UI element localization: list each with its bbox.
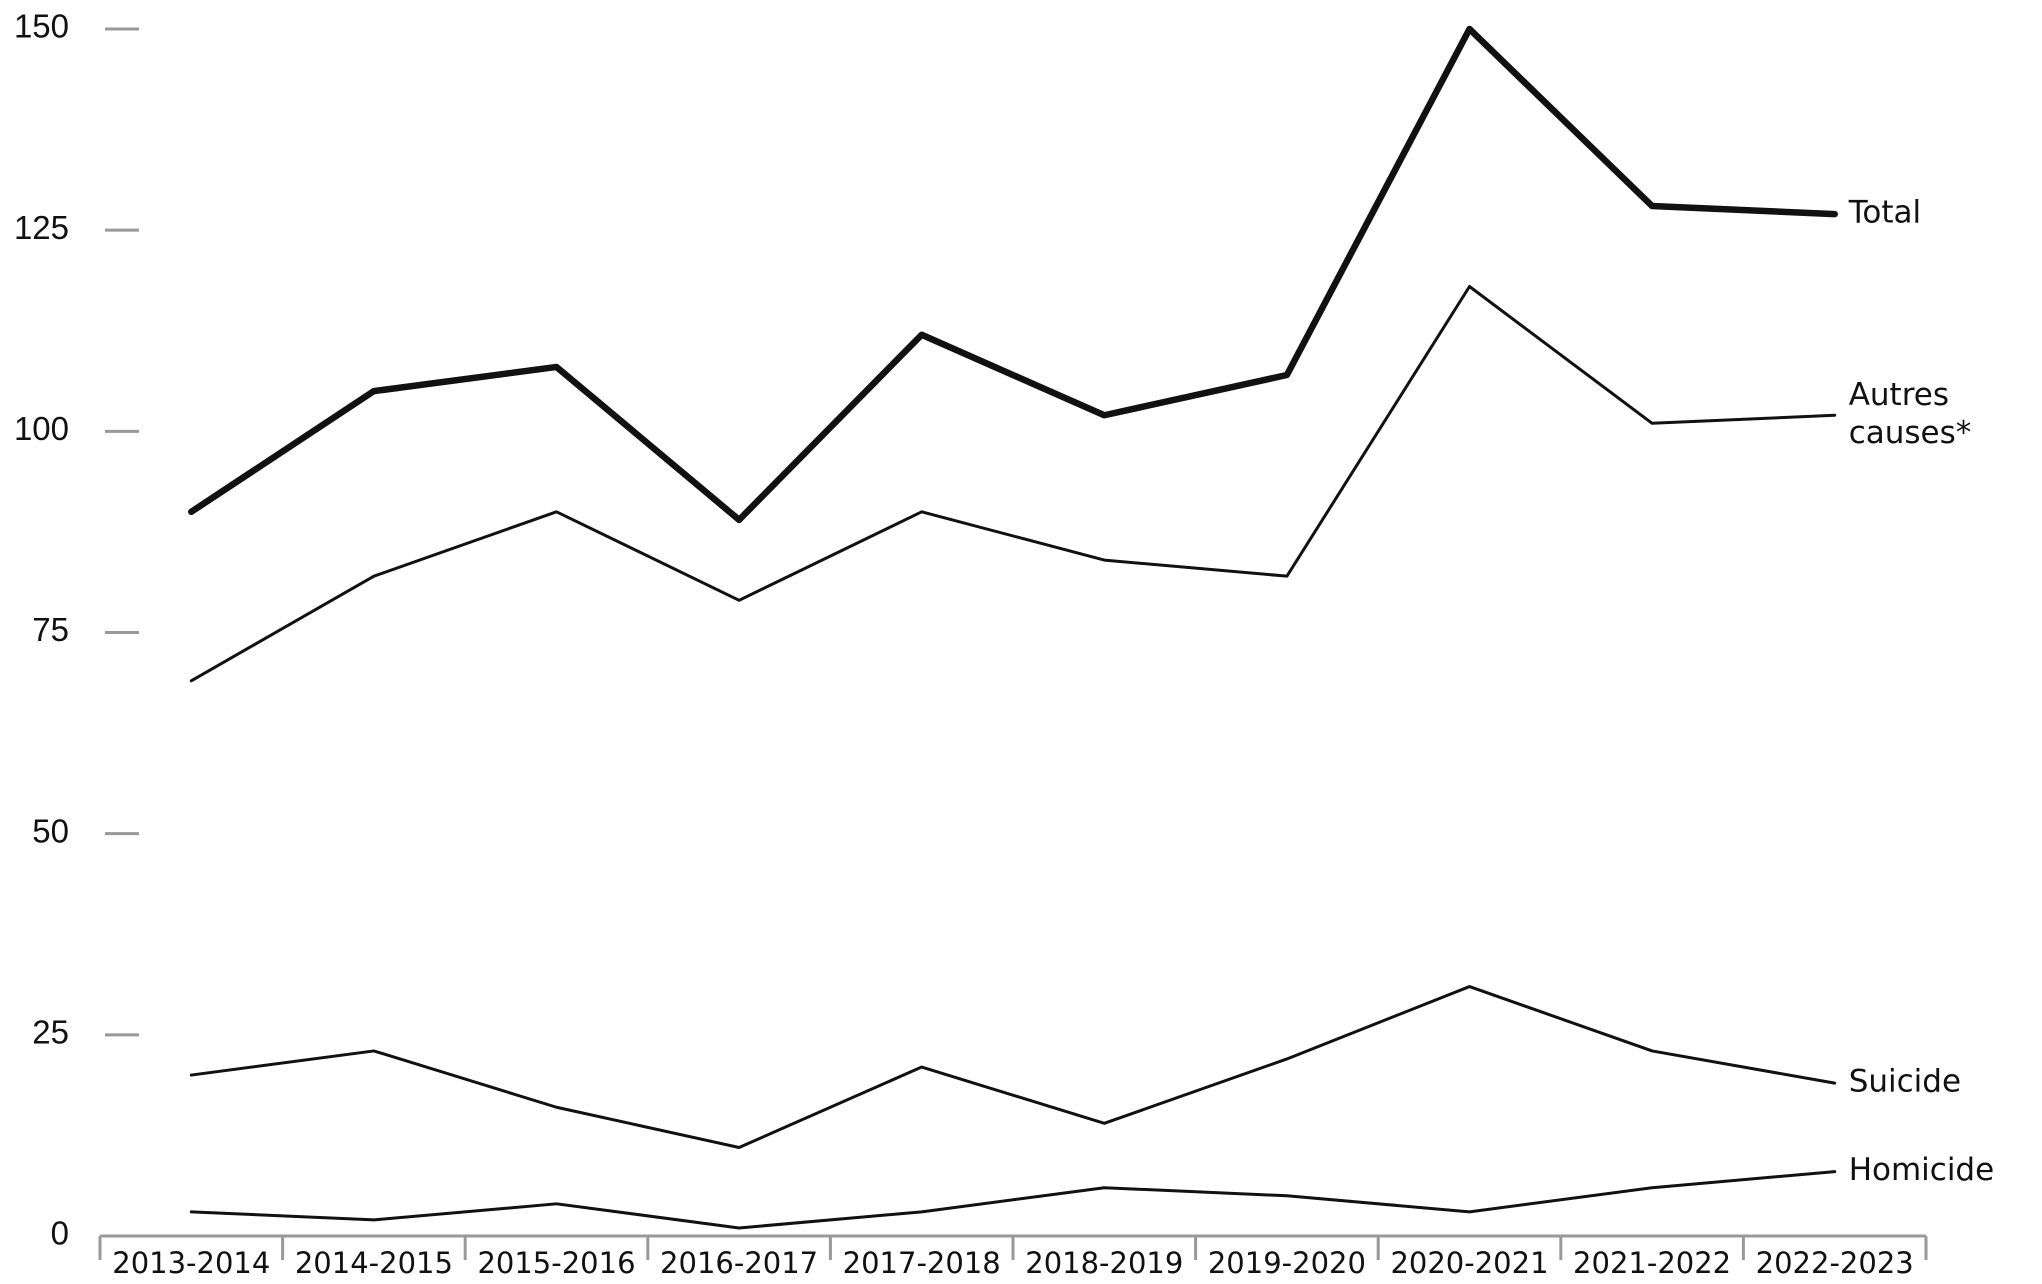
- series-line: [189, 1170, 1837, 1230]
- x-tick-label: 2013-2014: [112, 1246, 270, 1280]
- x-tick-label: 2016-2017: [660, 1246, 818, 1280]
- y-tick-label: 75: [32, 611, 69, 648]
- x-tick-label: 2015-2016: [477, 1246, 635, 1280]
- x-tick-label: 2014-2015: [295, 1246, 453, 1280]
- series-label: Homicide: [1849, 1152, 1995, 1188]
- series-line: [189, 284, 1837, 683]
- series-label: Total: [1848, 195, 1921, 231]
- x-tick-label: 2017-2018: [843, 1246, 1001, 1280]
- x-tick-label: 2019-2020: [1208, 1246, 1366, 1280]
- series-line: [188, 25, 1838, 524]
- y-tick-label: 0: [51, 1215, 69, 1252]
- series-label: Autres causes*: [1849, 377, 1972, 451]
- series-label: Suicide: [1849, 1064, 1961, 1100]
- y-tick-label: 100: [14, 410, 69, 447]
- x-tick-label: 2022-2023: [1756, 1246, 1914, 1280]
- x-tick-label: 2021-2022: [1573, 1246, 1731, 1280]
- series-line: [189, 985, 1837, 1149]
- y-tick-label: 150: [14, 8, 69, 45]
- x-tick-label: 2020-2021: [1390, 1246, 1548, 1280]
- y-tick-label: 25: [32, 1014, 69, 1051]
- y-tick-label: 50: [32, 812, 69, 849]
- x-tick-label: 2018-2019: [1025, 1246, 1183, 1280]
- y-tick-label: 125: [14, 209, 69, 246]
